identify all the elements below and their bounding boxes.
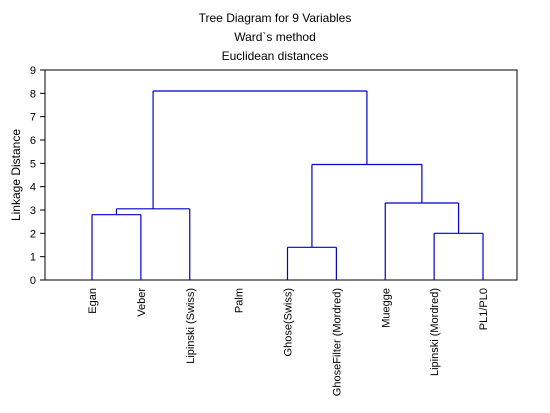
y-tick-label: 4 [30,182,36,194]
leaf-label: Veber [136,288,148,317]
y-tick-label: 2 [30,228,36,240]
chart-subtitle: Ward`s method [234,30,316,44]
leaf-label: Lipinski (Mordred) [429,288,441,376]
y-tick-label: 9 [30,65,36,77]
leaf-labels: Egan Veber Lipinski (Swiss) Palm Ghose(Swiss… [87,288,490,397]
plot-frame [44,69,518,281]
leaf-label: Egan [87,288,99,314]
y-tick-label: 8 [30,88,36,100]
leaf-label: GhoseFilter (Mordred) [331,288,343,396]
y-tick-label: 3 [30,205,36,217]
y-tick-label: 1 [30,252,36,264]
leaf-label: Ghose(Swiss) [283,288,295,356]
y-axis: 0 1 2 3 4 5 6 7 8 9 [30,65,45,287]
dendrogram-links [91,90,484,280]
y-tick-label: 5 [30,158,36,170]
y-tick-label: 6 [30,135,36,147]
leaf-label: PL1/PL0 [478,288,490,330]
y-tick-label: 7 [30,112,36,124]
chart-title: Tree Diagram for 9 Variables [199,11,352,25]
y-axis-label: Linkage Distance [9,129,23,221]
leaf-label: Lipinski (Swiss) [185,288,197,364]
leaf-label: Muegge [380,288,392,328]
y-tick-label: 0 [30,275,36,287]
chart-subtitle-2: Euclidean distances [222,49,329,63]
leaf-label: Palm [234,288,246,313]
